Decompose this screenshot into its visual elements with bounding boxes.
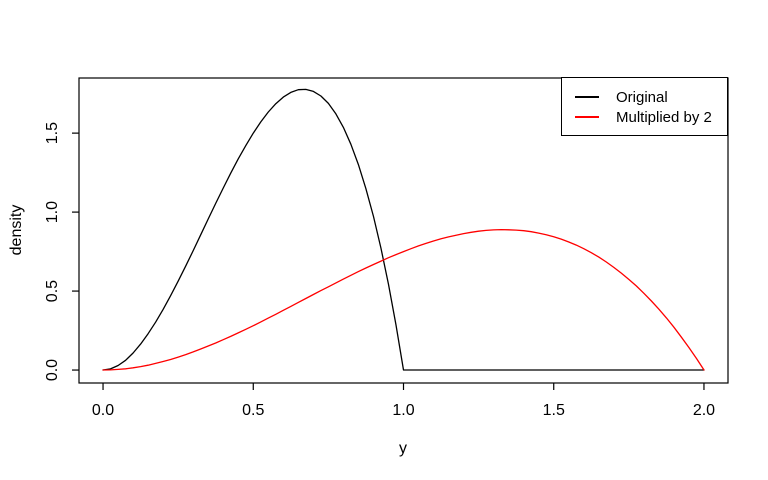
- y-axis-title: density: [8, 205, 25, 256]
- x-tick-label: 1.0: [392, 402, 414, 419]
- curve-multiplied-by-2: [102, 228, 705, 371]
- legend-line-swatch-multiplied: [575, 116, 599, 118]
- x-tick-label: 1.5: [543, 402, 565, 419]
- plot-area: 0.0 0.5 1.0 1.5 2.0 0.0 0.5 1.0 1.5: [44, 77, 729, 419]
- y-tick-label: 0.5: [44, 280, 61, 302]
- legend: Original Multiplied by 2: [561, 77, 728, 136]
- y-tick-label: 0.0: [44, 359, 61, 381]
- legend-label-multiplied: Multiplied by 2: [616, 108, 712, 126]
- legend-label-original: Original: [616, 88, 668, 106]
- x-tick-label: 0.0: [92, 402, 114, 419]
- legend-line-swatch-original: [575, 96, 599, 98]
- x-tick-label: 2.0: [693, 402, 715, 419]
- curve-original: [102, 88, 705, 371]
- y-tick-label: 1.0: [44, 201, 61, 223]
- y-tick-label: 1.5: [44, 122, 61, 144]
- x-axis-title: y: [399, 440, 407, 457]
- x-tick-label: 0.5: [242, 402, 264, 419]
- legend-item-multiplied: Multiplied by 2: [562, 107, 727, 127]
- legend-item-original: Original: [562, 87, 727, 107]
